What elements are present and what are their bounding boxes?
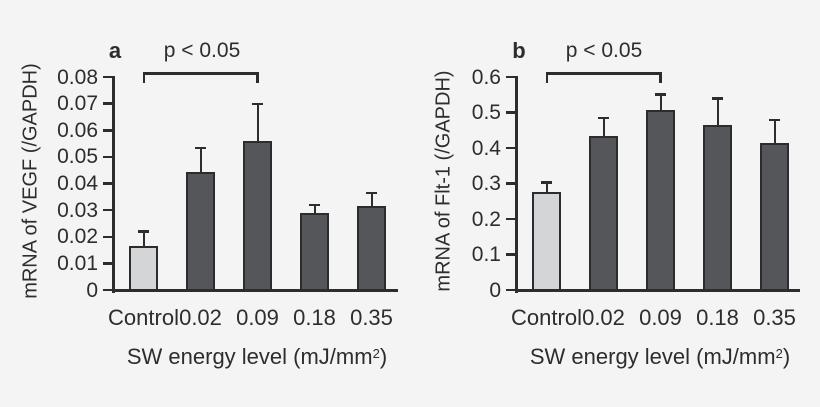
x-category-label-b: 0.02 (582, 305, 625, 330)
y-tick-label-b: 0.4 (471, 136, 501, 160)
y-tick-label-b: 0.1 (471, 243, 501, 266)
y-tick-label-a: 0 (86, 278, 98, 302)
significance-bracket-leg-a (142, 72, 145, 83)
x-axis-title-text-b: SW energy level (mJ/mm (529, 344, 776, 369)
error-bar-cap-b (541, 181, 552, 184)
bar-b-4 (760, 142, 789, 291)
error-bar-cap-a (252, 102, 263, 106)
bar-b-3 (703, 124, 732, 291)
x-category-label-b: 0.35 (753, 305, 796, 330)
x-category-label-a: 0.35 (350, 305, 393, 330)
error-bar-cap-b (769, 118, 780, 122)
x-axis-title-suffix-a: ) (379, 344, 388, 369)
error-bar-whisker-b (602, 117, 605, 138)
error-bar-whisker-a (199, 147, 202, 174)
y-tick-b (506, 288, 515, 292)
error-bar-cap-a (138, 230, 149, 233)
x-axis-title-b: SW energy level (mJ/mm2) (530, 341, 790, 369)
panel-label-a: a (108, 38, 122, 63)
y-tick-b (506, 253, 515, 256)
y-tick-label-a: 0.04 (57, 172, 98, 195)
x-axis-title-superscript-a: 2 (372, 346, 380, 361)
error-bar-cap-a (366, 191, 377, 195)
y-axis-a (112, 76, 115, 293)
significance-bracket-leg-b (659, 72, 662, 83)
y-tick-label-a: 0.06 (57, 118, 98, 142)
y-tick-label-b: 0.6 (471, 65, 501, 89)
error-bar-cap-a (309, 203, 320, 207)
y-tick-a (103, 208, 112, 212)
y-tick-label-a: 0.01 (57, 251, 98, 275)
x-axis-title-suffix-b: ) (782, 344, 791, 369)
significance-label-b: p < 0.05 (565, 39, 643, 62)
error-bar-whisker-b (773, 119, 776, 145)
y-tick-a (103, 262, 112, 265)
y-tick-b (506, 217, 515, 221)
x-category-label-a: Control (108, 305, 179, 330)
x-category-label-b: 0.18 (696, 305, 739, 330)
x-axis-title-superscript-b: 2 (775, 346, 783, 361)
bar-a-3 (300, 212, 329, 291)
y-tick-a (103, 102, 112, 105)
y-tick-a (103, 235, 112, 238)
bar-a-0 (129, 246, 158, 291)
x-category-label-a: 0.09 (236, 305, 279, 330)
bar-a-1 (186, 171, 215, 291)
y-tick-label-a: 0.05 (57, 145, 98, 169)
y-tick-label-a: 0.08 (57, 65, 98, 89)
y-tick-a (103, 288, 112, 292)
error-bar-whisker-a (370, 192, 373, 209)
y-tick-label-b: 0.5 (471, 101, 501, 124)
y-tick-b (506, 111, 515, 114)
x-axis-title-a: SW energy level (mJ/mm2) (127, 341, 387, 369)
error-bar-whisker-b (545, 182, 548, 194)
y-tick-a (103, 75, 112, 79)
y-tick-a (103, 129, 112, 132)
error-bar-whisker-a (256, 103, 259, 143)
x-axis-title-text-a: SW energy level (mJ/mm (126, 344, 373, 369)
y-tick-b (506, 75, 515, 79)
bar-b-1 (589, 135, 618, 291)
error-bar-cap-b (655, 93, 666, 96)
significance-label-a: p < 0.05 (163, 39, 241, 62)
significance-bracket-a (142, 72, 259, 75)
bar-a-4 (357, 206, 386, 291)
error-bar-whisker-a (313, 204, 316, 215)
error-bar-cap-a (195, 146, 206, 150)
significance-bracket-b (545, 72, 662, 75)
y-tick-label-b: 0.2 (471, 207, 501, 231)
y-tick-a (103, 155, 112, 159)
error-bar-cap-b (712, 97, 723, 100)
x-category-label-a: 0.18 (293, 305, 336, 330)
y-axis-b (515, 76, 518, 293)
y-tick-label-b: 0.3 (471, 172, 501, 195)
y-tick-label-a: 0.07 (57, 92, 98, 116)
x-category-label-b: 0.09 (639, 305, 682, 330)
y-tick-label-b: 0 (489, 278, 501, 302)
error-bar-whisker-a (142, 231, 145, 249)
error-bar-whisker-b (716, 98, 719, 127)
x-category-label-b: Control (511, 305, 582, 330)
y-tick-label-a: 0.02 (57, 225, 98, 249)
significance-bracket-leg-a (256, 72, 259, 83)
significance-bracket-leg-b (545, 72, 548, 83)
error-bar-cap-b (598, 116, 609, 120)
bar-b-0 (532, 191, 561, 291)
y-tick-a (103, 182, 112, 185)
y-tick-b (506, 182, 515, 185)
error-bar-whisker-b (659, 94, 662, 112)
bar-a-2 (243, 140, 272, 291)
y-tick-label-a: 0.03 (57, 198, 98, 222)
x-category-label-a: 0.02 (179, 305, 222, 330)
y-tick-b (506, 146, 515, 150)
bar-b-2 (646, 110, 675, 291)
panel-label-b: b (512, 38, 526, 63)
